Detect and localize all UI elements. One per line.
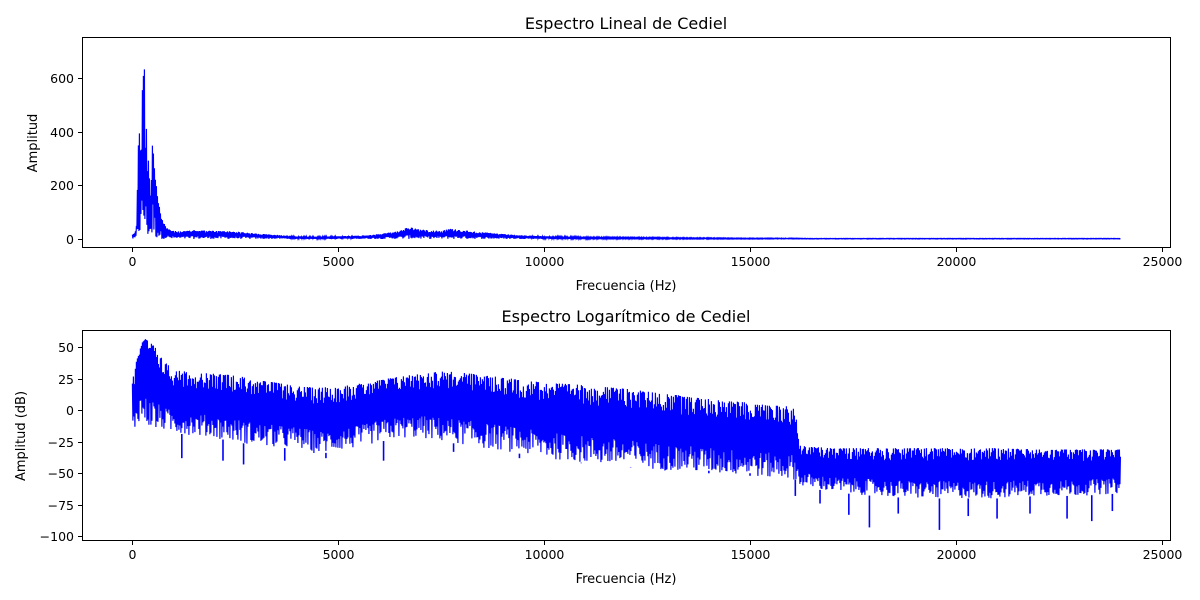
linear-spectrum-x-tick-label: 15000 — [731, 254, 771, 269]
log-spectrum-frame — [82, 330, 1171, 541]
linear-spectrum-x-tick-label: 25000 — [1143, 254, 1183, 269]
linear-spectrum-subplot: Espectro Lineal de Cediel 0 5000 10000 1500… — [26, 14, 1182, 294]
log-spectrum-y-axis-label: Amplitud (dB) — [14, 391, 29, 481]
linear-spectrum-x-axis-label: Frecuencia (Hz) — [576, 279, 677, 294]
linear-spectrum-ticks: 0 5000 10000 15000 20000 25000 0 200 400 600 — [50, 71, 1182, 269]
log-spectrum-x-tick-label: 15000 — [731, 547, 771, 562]
linear-spectrum-title: Espectro Lineal de Cediel — [525, 14, 727, 33]
log-spectrum-y-tick-label: 0 — [66, 403, 74, 418]
linear-spectrum-series-0-line — [131, 69, 1121, 242]
log-spectrum-x-tick-label: 0 — [129, 547, 137, 562]
log-spectrum-title: Espectro Logarítmico de Cediel — [502, 307, 751, 326]
log-spectrum-y-tick-label: −50 — [48, 466, 74, 481]
log-spectrum-x-tick-label: 25000 — [1143, 547, 1183, 562]
linear-spectrum-x-tick-label: 5000 — [323, 254, 355, 269]
log-spectrum-x-tick-label: 20000 — [937, 547, 977, 562]
linear-spectrum-x-tick-label: 20000 — [937, 254, 977, 269]
log-spectrum-ticks: 0 5000 10000 15000 20000 25000 −100 −75 −50 −25 0 2… — [40, 340, 1183, 562]
linear-spectrum-y-axis-label: Amplitud — [26, 114, 41, 173]
log-spectrum-y-tick-label: −75 — [48, 498, 74, 513]
log-spectrum-subplot: Espectro Logarítmico de Cediel 0 5000 1000… — [14, 307, 1182, 587]
linear-spectrum-x-tick-label: 0 — [129, 254, 137, 269]
linear-spectrum-plot-area — [131, 69, 1121, 242]
linear-spectrum-y-tick-label: 600 — [50, 71, 74, 86]
log-spectrum-y-tick-label: −100 — [40, 529, 74, 544]
linear-spectrum-y-tick-label: 0 — [66, 232, 74, 247]
linear-spectrum-y-tick-label: 200 — [50, 178, 74, 193]
log-spectrum-y-tick-label: −25 — [48, 435, 74, 450]
log-spectrum-x-tick-label: 5000 — [323, 547, 355, 562]
log-spectrum-y-tick-label: 50 — [58, 340, 74, 355]
linear-spectrum-y-tick-label: 400 — [50, 125, 74, 140]
log-spectrum-x-axis-label: Frecuencia (Hz) — [576, 572, 677, 587]
log-spectrum-plot-area — [131, 339, 1122, 530]
log-spectrum-y-tick-label: 25 — [58, 372, 74, 387]
linear-spectrum-x-tick-label: 10000 — [525, 254, 565, 269]
linear-spectrum-frame — [82, 37, 1171, 248]
log-spectrum-x-tick-label: 10000 — [525, 547, 565, 562]
log-spectrum-series-0-line — [131, 339, 1122, 499]
